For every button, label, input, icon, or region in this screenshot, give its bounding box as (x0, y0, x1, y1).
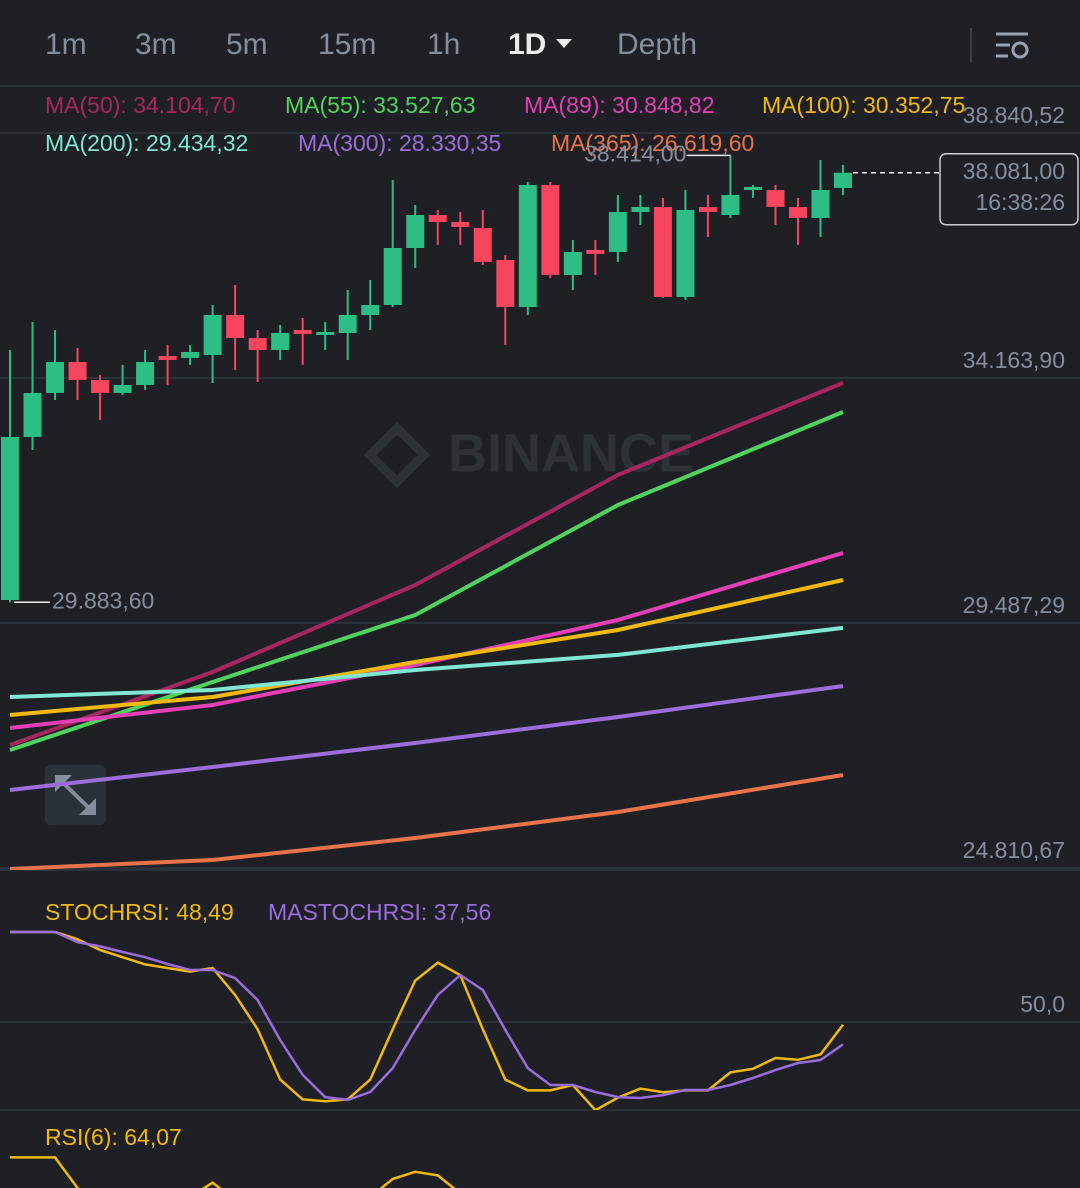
tab[interactable]: 3m (135, 28, 177, 61)
candle-body (811, 190, 830, 218)
candle-body (158, 355, 177, 360)
candle-body (91, 380, 110, 393)
candle-body (1, 437, 19, 600)
series-line (9, 773, 844, 870)
y-tick-label: 24.810,67 (963, 837, 1065, 863)
series-line (9, 625, 844, 699)
high-label: 38.414,00 (584, 140, 686, 166)
series-line (10, 930, 844, 1102)
tab[interactable]: Depth (617, 28, 697, 61)
expand-button[interactable] (45, 765, 106, 825)
legend-label: RSI(6): 64,07 (45, 1124, 182, 1150)
legend-label: MA(50): 34.104,70 (45, 92, 236, 118)
y-tick-label: 29.487,29 (963, 592, 1065, 618)
candle-body (743, 186, 762, 190)
legend-label: STOCHRSI: 48,49 (45, 899, 234, 925)
watermark-text: BINANCE (448, 423, 694, 483)
candle-body (631, 206, 650, 213)
series-line (10, 1156, 456, 1188)
legend-label: MA(55): 33.527,63 (285, 92, 476, 118)
y-tick-label: 34.163,90 (963, 347, 1065, 373)
series-line (9, 684, 844, 792)
candle-body (676, 209, 695, 297)
legend-label: MA(300): 28.330,35 (298, 130, 501, 156)
candle-body (834, 172, 852, 188)
panel (0, 131, 1080, 870)
candle-body (698, 206, 717, 213)
panel (10, 1156, 456, 1188)
panel (0, 930, 1080, 1110)
legend-label: MA(100): 30.352,75 (762, 92, 965, 118)
candle-body (338, 314, 357, 333)
last-price-label: 38.081,00 (963, 158, 1065, 184)
candle-body (46, 361, 65, 393)
candle-body (113, 384, 132, 393)
last-price-box (939, 153, 1079, 226)
legend-label: MA(200): 29.434,32 (45, 130, 248, 156)
candle-body (541, 184, 560, 275)
candle-body (428, 214, 447, 223)
y-tick-label: 38.840,52 (963, 102, 1065, 128)
timeframe-tabs: 1m 3m 5m 15m 1h 1D Depth (45, 28, 697, 61)
candle-body (293, 329, 312, 334)
candle-body (473, 227, 492, 262)
legend-label: MASTOCHRSI: 37,56 (268, 899, 491, 925)
candle-body (518, 184, 537, 307)
candle-body (653, 206, 672, 297)
candle-body (766, 190, 785, 207)
candle-body (271, 332, 290, 350)
legend-label: MA(365): 26.619,60 (551, 130, 754, 156)
watermark: BINANCE (363, 421, 694, 489)
candle-body (383, 247, 402, 305)
candle-body (586, 249, 605, 254)
candle-body (721, 194, 740, 215)
candle-body (181, 351, 200, 358)
tab[interactable]: 15m (318, 28, 376, 61)
y-tick-label: 50,0 (1020, 991, 1065, 1017)
tab[interactable]: 1D (508, 28, 546, 61)
series-line (9, 381, 844, 747)
candle-body (316, 331, 335, 335)
candle-body (203, 314, 222, 355)
candle-body (136, 361, 155, 385)
legend-label: MA(89): 30.848,82 (524, 92, 715, 118)
candle-body (496, 259, 515, 307)
countdown-label: 16:38:26 (975, 189, 1065, 215)
candle-body (361, 304, 380, 315)
candle-body (68, 361, 87, 381)
candle-body (563, 251, 582, 275)
candle-body (788, 206, 807, 218)
candle-body (608, 212, 627, 252)
candle-body (406, 214, 425, 248)
settings-icon[interactable] (996, 32, 1029, 59)
low-label: 29.883,60 (52, 587, 154, 613)
candle-body (248, 337, 267, 350)
series-line (9, 551, 844, 730)
dropdown-arrow[interactable] (556, 39, 572, 48)
candle-body (226, 314, 245, 338)
candle-body (451, 222, 470, 227)
candle-body (23, 392, 42, 438)
tab[interactable]: 1m (45, 28, 87, 61)
series-line (9, 578, 844, 717)
tab[interactable]: 1h (427, 28, 460, 61)
tab[interactable]: 5m (226, 28, 268, 61)
